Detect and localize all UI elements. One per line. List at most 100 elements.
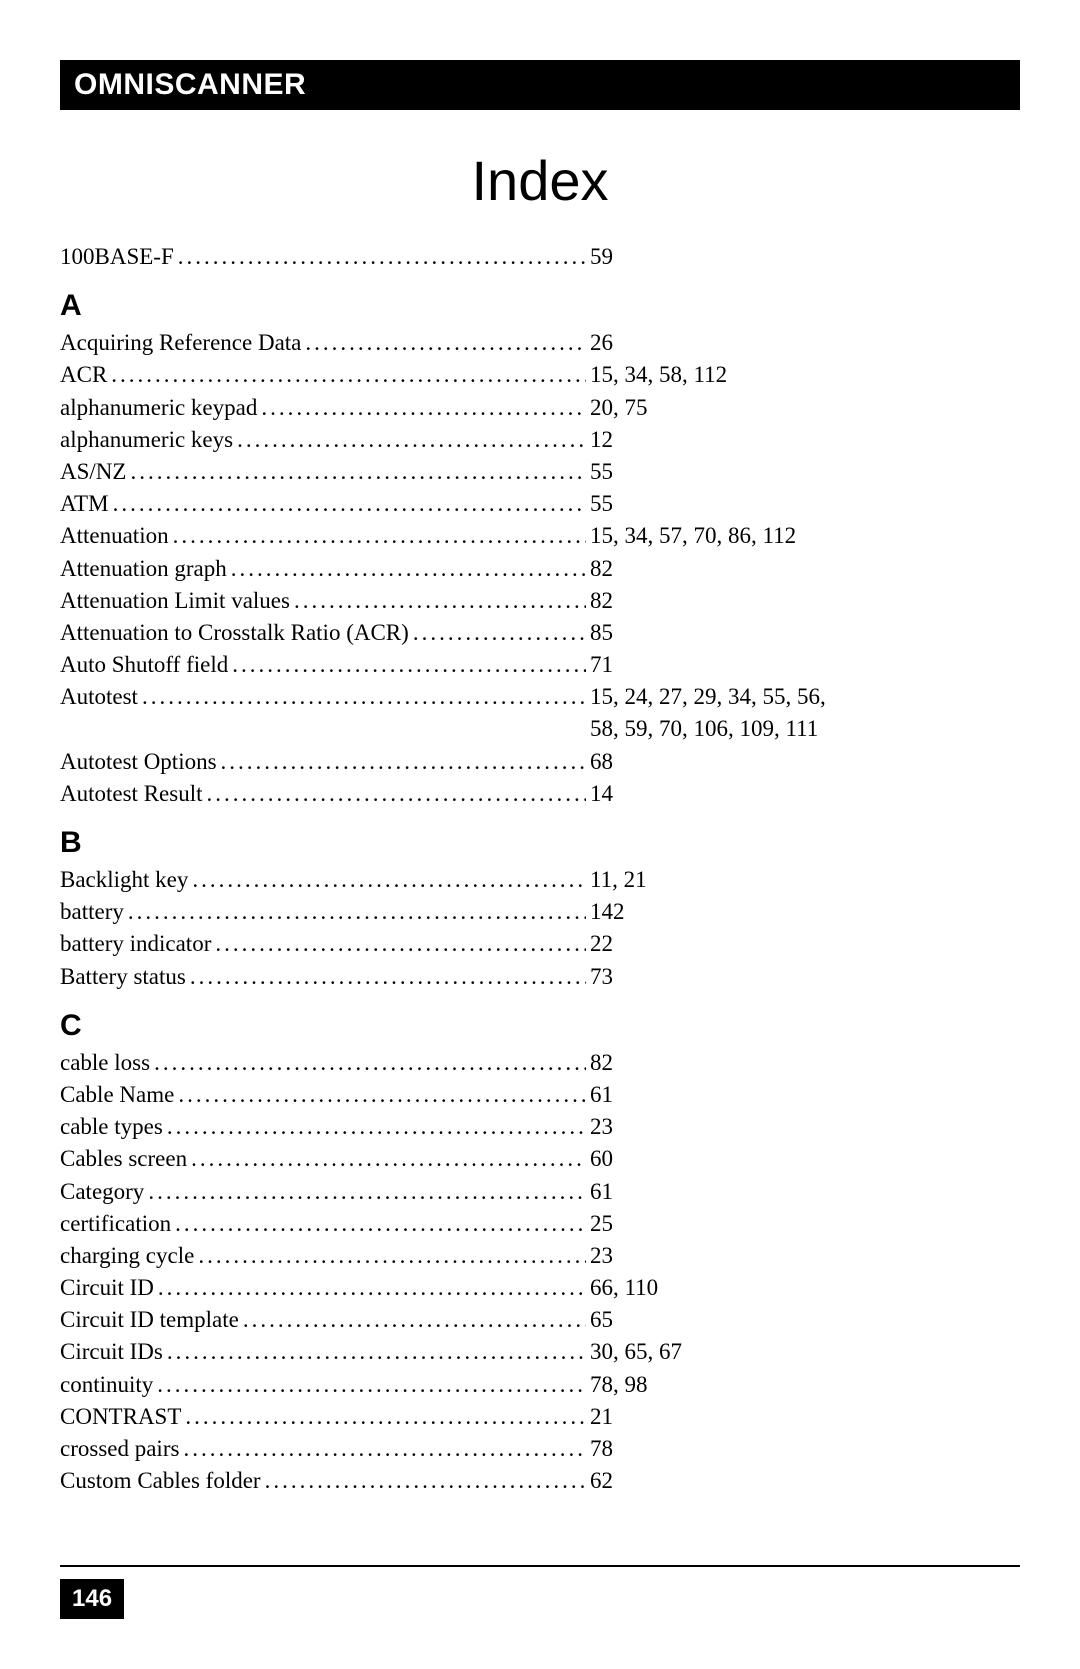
index-pages: 23 xyxy=(590,1111,1020,1143)
index-term: Autotest xyxy=(60,681,138,713)
index-term: Circuit IDs xyxy=(60,1336,163,1368)
index-entry: Backlight key 11, 21 xyxy=(60,864,1020,896)
index-pages: 61 xyxy=(590,1176,1020,1208)
index-entry: 100BASE-F 59 xyxy=(60,241,1020,273)
leader-dots xyxy=(206,778,586,810)
index-entry: cable loss82 xyxy=(60,1047,1020,1079)
index-pages: 55 xyxy=(590,488,1020,520)
index-term: Custom Cables folder xyxy=(60,1465,261,1497)
index-pages: 82 xyxy=(590,553,1020,585)
index-pages: 21 xyxy=(590,1401,1020,1433)
leader-dots xyxy=(173,520,586,552)
leader-dots xyxy=(158,1272,586,1304)
index-pages: 25 xyxy=(590,1208,1020,1240)
index-term: Cables screen xyxy=(60,1143,187,1175)
index-entry: ATM55 xyxy=(60,488,1020,520)
index-entry: Circuit ID66, 110 xyxy=(60,1272,1020,1304)
leader-dots xyxy=(190,961,586,993)
index-pages: 85 xyxy=(590,617,1020,649)
index-entry: crossed pairs78 xyxy=(60,1433,1020,1465)
index-entry: battery indicator22 xyxy=(60,928,1020,960)
section-letter: B xyxy=(60,826,1020,860)
index-term: cable loss xyxy=(60,1047,150,1079)
index-pages: 14 xyxy=(590,778,1020,810)
leader-dots xyxy=(167,1336,586,1368)
index-pages: 82 xyxy=(590,585,1020,617)
index-term: Attenuation graph xyxy=(60,553,227,585)
leader-dots xyxy=(232,649,586,681)
index-entry: certification 25 xyxy=(60,1208,1020,1240)
index-term: Circuit ID xyxy=(60,1272,154,1304)
index-term: crossed pairs xyxy=(60,1433,179,1465)
index-entry: alphanumeric keys12 xyxy=(60,424,1020,456)
index-entry: Autotest Options 68 xyxy=(60,746,1020,778)
leader-dots xyxy=(231,553,586,585)
index-entry: continuity78, 98 xyxy=(60,1369,1020,1401)
leader-dots xyxy=(175,1208,586,1240)
index-term: 100BASE-F xyxy=(60,241,174,273)
index-pages: 68 xyxy=(590,746,1020,778)
index-pages: 11, 21 xyxy=(590,864,1020,896)
index-term: battery xyxy=(60,896,124,928)
index-pages: 65 xyxy=(590,1304,1020,1336)
index-term: Autotest Options xyxy=(60,746,217,778)
index-entry: Attenuation Limit values 82 xyxy=(60,585,1020,617)
index-term: Acquiring Reference Data xyxy=(60,327,301,359)
index-term: Category xyxy=(60,1176,144,1208)
leader-dots xyxy=(198,1240,586,1272)
index-pages: 62 xyxy=(590,1465,1020,1497)
index-entry: Custom Cables folder 62 xyxy=(60,1465,1020,1497)
index-entry: Attenuation15, 34, 57, 70, 86, 112 xyxy=(60,520,1020,552)
index-pages: 20, 75 xyxy=(590,392,1020,424)
index-entry: CONTRAST 21 xyxy=(60,1401,1020,1433)
leader-dots xyxy=(130,456,586,488)
index-term: alphanumeric keys xyxy=(60,424,233,456)
header-label: OMNISCANNER xyxy=(74,68,306,101)
index-entry: AS/NZ55 xyxy=(60,456,1020,488)
leader-dots xyxy=(111,359,586,391)
section-letter: C xyxy=(60,1009,1020,1043)
leader-dots xyxy=(191,1143,586,1175)
index-entry: Circuit ID template65 xyxy=(60,1304,1020,1336)
index-term: Auto Shutoff field xyxy=(60,649,228,681)
index-term: Backlight key xyxy=(60,864,188,896)
index-term: charging cycle xyxy=(60,1240,194,1272)
index-entry: Autotest 15, 24, 27, 29, 34, 55, 56, xyxy=(60,681,1020,713)
index-entry: Cables screen 60 xyxy=(60,1143,1020,1175)
page-footer: 146 xyxy=(60,1565,1020,1619)
index-body: 100BASE-F59AAcquiring Reference Data26AC… xyxy=(60,241,1020,1497)
index-entry: charging cycle 23 xyxy=(60,1240,1020,1272)
index-term: CONTRAST xyxy=(60,1401,181,1433)
leader-dots xyxy=(237,424,586,456)
leader-dots xyxy=(157,1369,586,1401)
leader-dots xyxy=(154,1047,586,1079)
index-pages: 71 xyxy=(590,649,1020,681)
index-term: certification xyxy=(60,1208,171,1240)
index-entry: Autotest Result14 xyxy=(60,778,1020,810)
index-entry: Auto Shutoff field 71 xyxy=(60,649,1020,681)
leader-dots xyxy=(178,241,586,273)
index-entry: ACR15, 34, 58, 112 xyxy=(60,359,1020,391)
leader-dots xyxy=(178,1079,586,1111)
index-term: Cable Name xyxy=(60,1079,174,1111)
index-pages: 55 xyxy=(590,456,1020,488)
index-pages: 60 xyxy=(590,1143,1020,1175)
leader-dots xyxy=(148,1176,586,1208)
leader-dots xyxy=(243,1304,586,1336)
leader-dots xyxy=(265,1465,586,1497)
index-term: Attenuation Limit values xyxy=(60,585,290,617)
index-term: Attenuation to Crosstalk Ratio (ACR) xyxy=(60,617,409,649)
index-term: ACR xyxy=(60,359,107,391)
header-bar: OMNISCANNER xyxy=(60,60,1020,110)
leader-dots xyxy=(305,327,586,359)
index-term: battery indicator xyxy=(60,928,211,960)
leader-dots xyxy=(215,928,586,960)
index-term: cable types xyxy=(60,1111,163,1143)
index-pages: 15, 24, 27, 29, 34, 55, 56, xyxy=(590,681,1020,713)
section-letter: A xyxy=(60,289,1020,323)
index-pages: 59 xyxy=(590,241,1020,273)
index-pages: 61 xyxy=(590,1079,1020,1111)
page-title: Index xyxy=(60,148,1020,213)
index-pages: 23 xyxy=(590,1240,1020,1272)
index-entry: battery142 xyxy=(60,896,1020,928)
